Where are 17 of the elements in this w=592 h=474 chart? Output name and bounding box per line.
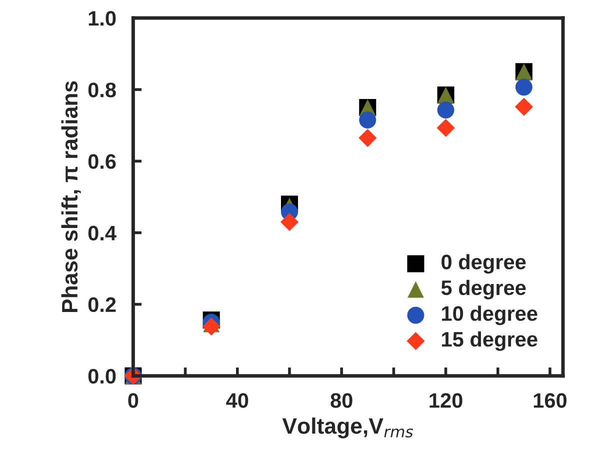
x-tick-label: 160 (534, 393, 566, 408)
legend-label: 5 degree (441, 280, 526, 300)
legend-label: 10 degree (442, 306, 538, 326)
y-tick-label: 0.8 (88, 82, 116, 98)
x-tick-label: 0 (128, 393, 138, 408)
y-tick-label: 0.4 (88, 226, 116, 240)
x-tick-label: 120 (430, 393, 462, 408)
legend-label: 0 degree (442, 254, 526, 274)
y-tick-label: 0.0 (88, 368, 116, 384)
legend-label: 15 degree (442, 331, 538, 351)
y-axis-title: Phase shift, π radians (61, 81, 81, 312)
x-axis-title: Voltage,V$_{rms}$ (282, 418, 414, 438)
y-tick-label: 1.0 (88, 11, 116, 26)
y-tick-label: 0.2 (88, 297, 116, 312)
x-tick-label: 80 (330, 393, 352, 408)
y-tick-label: 0.6 (88, 154, 116, 169)
x-tick-label: 40 (226, 393, 248, 408)
